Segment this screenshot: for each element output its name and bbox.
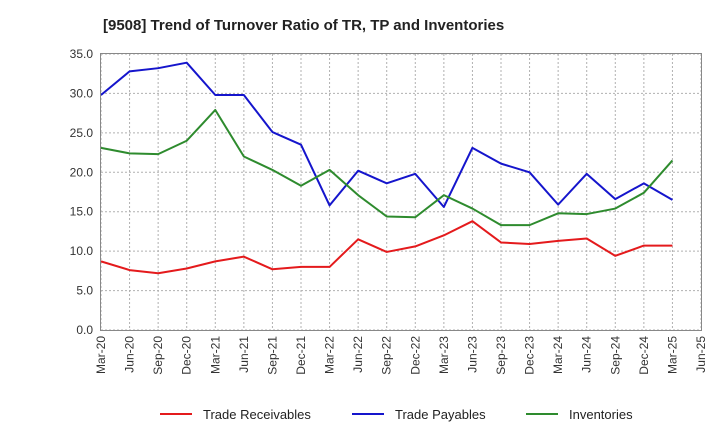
x-tick-label: Jun-20	[123, 336, 137, 373]
x-axis-ticks: Mar-20 Jun-20 Sep-20 Dec-20 Mar-21 Jun-21 Sep-…	[94, 336, 708, 375]
x-tick-label: Sep-24	[608, 336, 622, 375]
x-tick-label: Jun-24	[580, 336, 594, 373]
series-line-trade-receivables	[100, 220, 673, 275]
series-lines	[100, 61, 674, 275]
x-tick-label: Jun-21	[237, 336, 251, 373]
x-tick-label: Jun-25	[694, 336, 708, 373]
series-line-inventories	[100, 108, 674, 227]
x-tick-label: Mar-20	[94, 336, 108, 374]
x-tick-label: Mar-21	[208, 336, 222, 374]
x-tick-label: Jun-23	[465, 336, 479, 373]
legend-label-trade-receivables: Trade Receivables	[203, 407, 311, 422]
x-tick-label: Sep-22	[380, 336, 394, 375]
x-tick-label: Dec-21	[294, 336, 308, 375]
x-tick-label: Dec-20	[180, 336, 194, 375]
plot-area-border	[100, 53, 702, 331]
x-tick-label: Dec-24	[637, 336, 651, 375]
legend: Trade Receivables Trade Payables Inventori…	[160, 407, 633, 422]
x-tick-label: Dec-23	[523, 336, 537, 375]
series-line-trade-payables	[100, 61, 673, 208]
y-tick-label: 10.0	[70, 244, 94, 258]
grid-lines	[100, 53, 702, 331]
x-tick-label: Sep-20	[151, 336, 165, 375]
y-axis-ticks: 0.0 5.0 10.0 15.0 20.0 25.0 30.0 35.0	[70, 47, 94, 337]
x-tick-label: Dec-22	[408, 336, 422, 375]
y-tick-label: 35.0	[70, 47, 94, 61]
legend-label-inventories: Inventories	[569, 407, 633, 422]
x-tick-label: Mar-23	[437, 336, 451, 374]
x-tick-label: Sep-21	[265, 336, 279, 375]
x-tick-label: Mar-25	[665, 336, 679, 374]
x-tick-label: Mar-24	[551, 336, 565, 374]
y-tick-label: 5.0	[76, 284, 93, 298]
y-tick-label: 25.0	[70, 126, 94, 140]
x-tick-label: Jun-22	[351, 336, 365, 373]
y-tick-label: 15.0	[70, 205, 94, 219]
y-tick-label: 0.0	[76, 323, 93, 337]
y-tick-label: 20.0	[70, 165, 94, 179]
y-tick-label: 30.0	[70, 86, 94, 100]
x-tick-label: Mar-22	[323, 336, 337, 374]
chart-title: [9508] Trend of Turnover Ratio of TR, TP…	[103, 17, 504, 34]
x-tick-label: Sep-23	[494, 336, 508, 375]
legend-label-trade-payables: Trade Payables	[395, 407, 486, 422]
